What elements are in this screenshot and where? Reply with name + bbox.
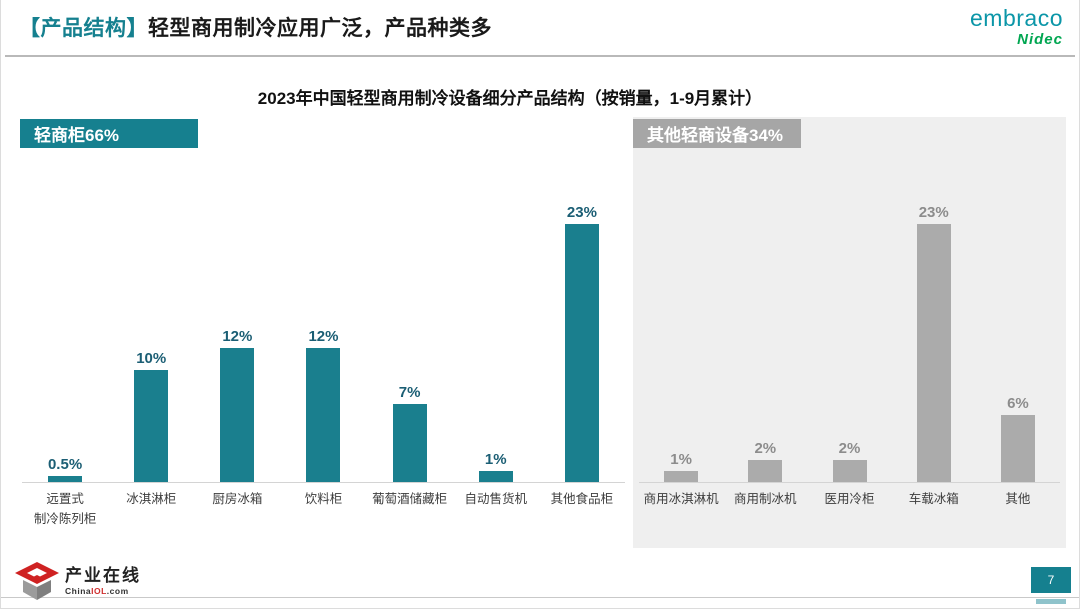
bar <box>664 471 699 482</box>
bar-column: 1% <box>639 451 723 482</box>
bar <box>1000 415 1035 482</box>
bar-column: 0.5% <box>22 456 108 482</box>
bar-column: 6% <box>976 395 1060 482</box>
group-banner-left: 轻商柜66% <box>20 119 198 148</box>
header-divider <box>5 55 1075 57</box>
page-number-reflection <box>1036 599 1066 604</box>
category-label: 其他 <box>1005 492 1031 506</box>
bar-value-label: 1% <box>670 451 692 468</box>
chinaiol-text: 产业在线 ChinaIOL.com <box>65 567 141 596</box>
category-label: 远置式 制冷陈列柜 <box>33 492 97 526</box>
category-label: 厨房冰箱 <box>212 492 263 506</box>
bar-column: 10% <box>108 350 194 482</box>
category-label: 商用冰淇淋机 <box>643 492 719 506</box>
bar-value-label: 6% <box>1007 395 1029 412</box>
brand-url: ChinaIOL.com <box>65 585 129 596</box>
bar-value-label: 23% <box>918 204 949 221</box>
category-label: 商用制冰机 <box>734 492 797 506</box>
bar-column: 23% <box>539 204 625 482</box>
bar-column: 7% <box>367 384 453 482</box>
bar <box>306 348 341 482</box>
company-logo: embraco Nidec <box>970 5 1063 48</box>
bar <box>48 476 83 482</box>
page-title-text: 轻型商用制冷应用广泛，产品种类多 <box>148 17 492 40</box>
bar-column: 2% <box>807 440 891 482</box>
bar-value-label: 2% <box>754 440 777 457</box>
category-label: 自动售货机 <box>464 492 528 506</box>
bar-value-label: 2% <box>838 440 861 457</box>
category-axis-left: 远置式 制冷陈列柜 冰淇淋柜 厨房冰箱 饮料柜 葡萄酒储藏柜 自动售货机 其他食品柜 <box>22 489 625 529</box>
category-label: 医用冷柜 <box>824 492 875 506</box>
bar-column: 12% <box>194 328 280 482</box>
bar <box>564 224 599 482</box>
embraco-logo-text: embraco <box>970 5 1063 31</box>
bar-value-label: 12% <box>222 328 253 345</box>
bar-column: 12% <box>280 328 366 482</box>
brand-name: 产业在线 <box>65 565 141 585</box>
bar-value-label: 1% <box>484 451 507 468</box>
bar <box>916 224 951 482</box>
bar-column: 2% <box>723 440 807 482</box>
bar-plot-left: 0.5% 10% 12% 12% 7% 1% 23% <box>22 117 625 483</box>
group-banner-right: 其他轻商设备34% <box>633 119 801 148</box>
bar-column: 1% <box>453 451 539 482</box>
chart-title: 2023年中国轻型商用制冷设备细分产品结构（按销量，1-9月累计） <box>257 89 763 108</box>
category-label: 葡萄酒储藏柜 <box>372 492 448 506</box>
category-label: 车载冰箱 <box>908 492 959 506</box>
bar <box>748 460 783 482</box>
bar <box>220 348 255 482</box>
page-number-badge: 7 <box>1031 567 1071 593</box>
bar-value-label: 23% <box>566 204 597 221</box>
category-axis-right: 商用冰淇淋机 商用制冰机 医用冷柜 车载冰箱 其他 <box>639 489 1060 509</box>
page-title: 【产品结构】轻型商用制冷应用广泛，产品种类多 <box>19 12 492 42</box>
bar-value-label: 0.5% <box>47 456 83 473</box>
bar-column: 23% <box>892 204 976 482</box>
bar <box>478 471 513 482</box>
bar <box>134 370 169 482</box>
chart-panel-light-commercial-cabinets: 轻商柜66% 0.5% 10% 12% 12% 7% 1% 23% 远置式 制冷陈列柜 冰淇淋… <box>16 117 631 548</box>
chinaiol-logo: 产业在线 ChinaIOL.com <box>15 562 141 600</box>
bar-value-label: 7% <box>398 384 421 401</box>
nidec-logo-text: Nidec <box>1017 31 1063 48</box>
bar <box>832 460 867 482</box>
footer-divider <box>1 597 1079 598</box>
chart-panel-other-equipment: 其他轻商设备34% 1% 2% 2% 23% 6% 商用冰淇淋机 商用制冰机 医用冷柜 车载冰… <box>633 117 1066 548</box>
chinaiol-diamond-icon <box>15 562 59 600</box>
bar-plot-right: 1% 2% 2% 23% 6% <box>639 117 1060 483</box>
header: 【产品结构】轻型商用制冷应用广泛，产品种类多 embraco Nidec <box>1 0 1079 57</box>
bar-value-label: 12% <box>308 328 339 345</box>
category-label: 饮料柜 <box>304 492 343 506</box>
bar <box>392 404 427 482</box>
category-label: 其他食品柜 <box>550 492 614 506</box>
category-label: 冰淇淋柜 <box>126 492 177 506</box>
page-title-tag: 【产品结构】 <box>19 17 148 40</box>
bar-value-label: 10% <box>136 350 167 367</box>
